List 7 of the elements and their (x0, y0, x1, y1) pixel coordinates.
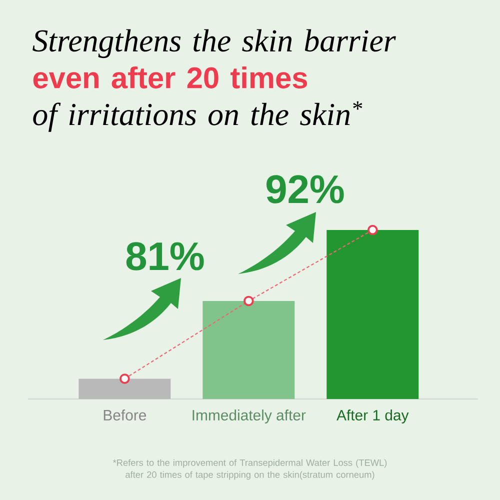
text: *Refers to the improvement of Transepidermal Water Loss (TEWL) after 20 times of tape stripping on the skin(stratum corneum) (112, 459, 387, 480)
x-tick-label: After 1 day (336, 410, 409, 424)
chart-title: Strengthens the skin barrier even after 20 times of irritations on the skin$^{*}$ (32, 29, 396, 132)
text: 92% (266, 175, 344, 204)
x-tick-label: Before (104, 410, 146, 420)
x-tick-label: Immediately after (192, 410, 306, 424)
annotation: 81% (126, 242, 204, 270)
